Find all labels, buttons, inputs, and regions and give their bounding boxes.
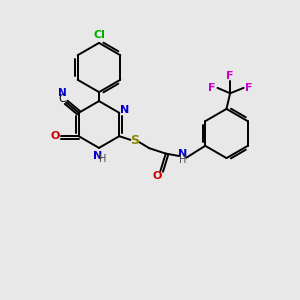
Text: N: N: [120, 105, 129, 116]
Text: F: F: [208, 83, 216, 93]
Text: C: C: [58, 94, 66, 104]
Text: N: N: [93, 151, 102, 161]
Text: H: H: [99, 154, 106, 164]
Text: F: F: [226, 70, 234, 81]
Text: N: N: [178, 148, 187, 159]
Text: H: H: [179, 154, 186, 165]
Text: O: O: [153, 171, 162, 182]
Text: O: O: [51, 131, 60, 141]
Text: Cl: Cl: [93, 29, 105, 40]
Text: S: S: [130, 134, 139, 147]
Text: F: F: [245, 83, 253, 93]
Text: N: N: [58, 88, 67, 98]
